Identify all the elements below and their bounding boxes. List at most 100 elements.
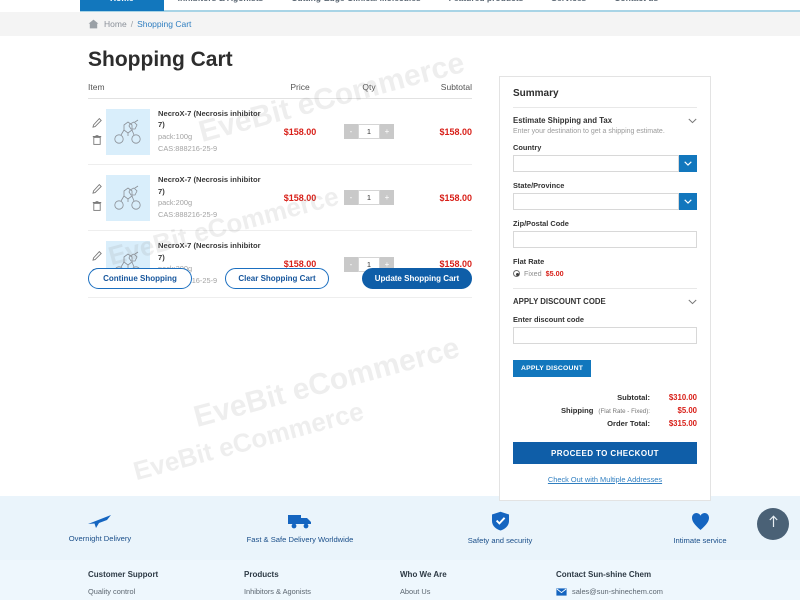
shield-check-icon	[491, 511, 510, 531]
heart-icon	[691, 512, 710, 531]
divider	[513, 288, 697, 289]
product-name[interactable]: NecroX-7 (Necrosis inhibitor 7)	[158, 241, 261, 262]
qty-increment-button[interactable]: +	[380, 190, 394, 206]
summary-title: Summary	[513, 88, 559, 99]
qty-stepper: - 1 +	[334, 256, 404, 272]
nav-item-home[interactable]: Home	[80, 0, 164, 11]
product-pack: pack:100g	[158, 131, 193, 141]
row-price: $158.00	[283, 126, 317, 137]
product-name[interactable]: NecroX-7 (Necrosis inhibitor 7)	[158, 109, 261, 130]
country-select[interactable]	[513, 155, 679, 172]
feature-label: Fast & Safe Delivery Worldwide	[246, 535, 354, 544]
subtotal-value: $310.00	[668, 393, 697, 402]
row-price: $158.00	[283, 192, 317, 203]
flat-rate-radio[interactable]	[513, 270, 520, 277]
delete-icon[interactable]	[92, 201, 102, 212]
qty-decrement-button[interactable]: -	[344, 190, 358, 206]
update-shopping-cart-button[interactable]: Update Shopping Cart	[362, 268, 472, 289]
feature-worldwide-delivery: Fast & Safe Delivery Worldwide	[200, 512, 400, 544]
main-content: Shopping Cart Item Price Qty Subtotal	[0, 36, 800, 501]
feature-intimate-service: Intimate service	[600, 512, 800, 545]
qty-input[interactable]: 1	[358, 124, 380, 140]
scroll-to-top-button[interactable]	[757, 508, 789, 540]
apply-discount-button[interactable]: APPLY DISCOUNT	[513, 360, 592, 377]
country-field	[513, 155, 697, 172]
header-item: Item	[88, 82, 105, 92]
footer-link[interactable]: About Us	[400, 587, 431, 596]
divider	[513, 107, 697, 108]
nav-item-contact-us[interactable]: Contact us	[600, 0, 672, 11]
proceed-to-checkout-button[interactable]: PROCEED TO CHECKOUT	[513, 442, 697, 464]
qty-decrement-button[interactable]: -	[344, 256, 358, 272]
row-subtotal: $158.00	[439, 259, 472, 270]
qty-input[interactable]: 1	[358, 190, 380, 206]
country-dropdown-arrow-icon[interactable]	[679, 155, 697, 172]
flat-rate-amount: $5.00	[545, 269, 564, 278]
product-name[interactable]: NecroX-7 (Necrosis inhibitor 7)	[158, 175, 261, 196]
footer-email[interactable]: sales@sun-shinechem.com	[572, 587, 663, 596]
product-info: NecroX-7 (Necrosis inhibitor 7) pack:200…	[158, 174, 266, 221]
footer-link[interactable]: Inhibitors & Agonists	[244, 587, 311, 596]
delete-icon[interactable]	[92, 135, 102, 145]
breadcrumb-home-link[interactable]: Home	[104, 19, 127, 29]
product-info: NecroX-7 (Necrosis inhibitor 7) pack:100…	[158, 108, 266, 155]
apply-discount-heading: APPLY DISCOUNT CODE	[513, 297, 606, 306]
nav-item-featured-products[interactable]: Featured products	[435, 0, 538, 11]
footer-column-products: Products Inhibitors & Agonists	[244, 570, 400, 600]
summary-panel: Summary Estimate Shipping and Tax Enter …	[499, 76, 711, 501]
flat-rate-option-row[interactable]: Fixed $5.00	[513, 269, 697, 278]
cart-table: Item Price Qty Subtotal	[88, 82, 472, 298]
nav-item-services[interactable]: Services	[537, 0, 600, 11]
shipping-row: Shipping (Flat Rate - Fixed): $5.00	[513, 406, 697, 415]
row-price: $158.00	[283, 259, 317, 270]
breadcrumb-current: Shopping Cart	[137, 19, 192, 29]
header-price: Price	[290, 82, 310, 92]
state-field	[513, 193, 697, 210]
row-actions	[88, 184, 106, 212]
feature-overnight-delivery: Overnight Delivery	[0, 513, 200, 543]
continue-shopping-button[interactable]: Continue Shopping	[88, 268, 192, 289]
flat-rate-option-label: Fixed	[524, 269, 542, 278]
shipping-note: (Flat Rate - Fixed):	[598, 408, 650, 415]
qty-stepper: - 1 +	[334, 190, 404, 206]
footer-email-row[interactable]: sales@sun-shinechem.com	[556, 587, 712, 596]
qty-decrement-button[interactable]: -	[344, 124, 358, 140]
estimate-shipping-section-header[interactable]: Estimate Shipping and Tax	[513, 116, 697, 125]
estimate-shipping-heading: Estimate Shipping and Tax	[513, 116, 613, 125]
clear-shopping-cart-button[interactable]: Clear Shopping Cart	[225, 268, 329, 289]
subtotal-label: Subtotal:	[617, 393, 650, 402]
state-select[interactable]	[513, 193, 679, 210]
zip-input[interactable]	[513, 231, 697, 248]
order-total-value: $315.00	[668, 419, 697, 428]
state-label: State/Province	[513, 181, 565, 190]
feature-label: Intimate service	[673, 535, 727, 545]
footer-column-title: Contact Sun-shine Chem	[556, 570, 652, 579]
footer-column-contact: Contact Sun-shine Chem sales@sun-shinech…	[556, 570, 712, 600]
estimate-shipping-subtext: Enter your destination to get a shipping…	[513, 128, 665, 135]
footer-link[interactable]: Quality control	[88, 587, 136, 596]
chevron-down-icon	[688, 118, 697, 124]
nav-item-inhibitors[interactable]: Inhibitors & Agonists	[164, 0, 278, 11]
edit-icon[interactable]	[92, 184, 102, 195]
discount-code-label: Enter discount code	[513, 315, 585, 324]
home-icon	[88, 19, 99, 29]
product-pack: pack:200g	[158, 198, 193, 207]
multiple-addresses-link[interactable]: Check Out with Multiple Addresses	[547, 475, 663, 484]
apply-discount-section-header[interactable]: APPLY DISCOUNT CODE	[513, 297, 697, 306]
feature-label: Safety and security	[467, 536, 533, 545]
edit-icon[interactable]	[92, 250, 102, 261]
country-label: Country	[513, 143, 542, 152]
order-total-label: Order Total:	[607, 419, 650, 428]
cart-action-buttons: Continue Shopping Clear Shopping Cart Up…	[88, 268, 472, 289]
row-actions	[88, 118, 106, 145]
footer-column-customer-support: Customer Support Quality control	[88, 570, 244, 600]
discount-code-input[interactable]	[513, 327, 697, 344]
qty-input[interactable]: 1	[358, 256, 380, 272]
state-dropdown-arrow-icon[interactable]	[679, 193, 697, 210]
edit-icon[interactable]	[92, 118, 102, 128]
row-subtotal: $158.00	[439, 192, 472, 203]
nav-item-clinical-molecules[interactable]: Cutting-Edge Clinical Molecules	[277, 0, 434, 11]
qty-increment-button[interactable]: +	[380, 124, 394, 140]
product-thumbnail	[106, 174, 150, 221]
qty-increment-button[interactable]: +	[380, 256, 394, 272]
